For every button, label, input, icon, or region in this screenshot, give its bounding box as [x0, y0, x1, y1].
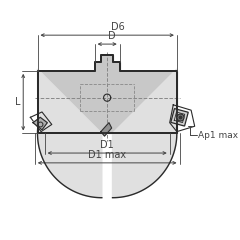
Polygon shape: [95, 55, 120, 71]
Text: D1: D1: [100, 140, 114, 150]
Text: D: D: [108, 31, 115, 41]
Polygon shape: [101, 123, 112, 136]
Text: D1 max: D1 max: [88, 150, 126, 160]
Polygon shape: [33, 117, 47, 130]
Polygon shape: [113, 69, 177, 198]
Text: Ap1 max: Ap1 max: [198, 131, 238, 140]
Polygon shape: [37, 71, 177, 133]
Text: L: L: [15, 97, 21, 107]
Polygon shape: [171, 108, 188, 126]
Polygon shape: [37, 69, 102, 198]
Text: D6: D6: [111, 22, 125, 32]
